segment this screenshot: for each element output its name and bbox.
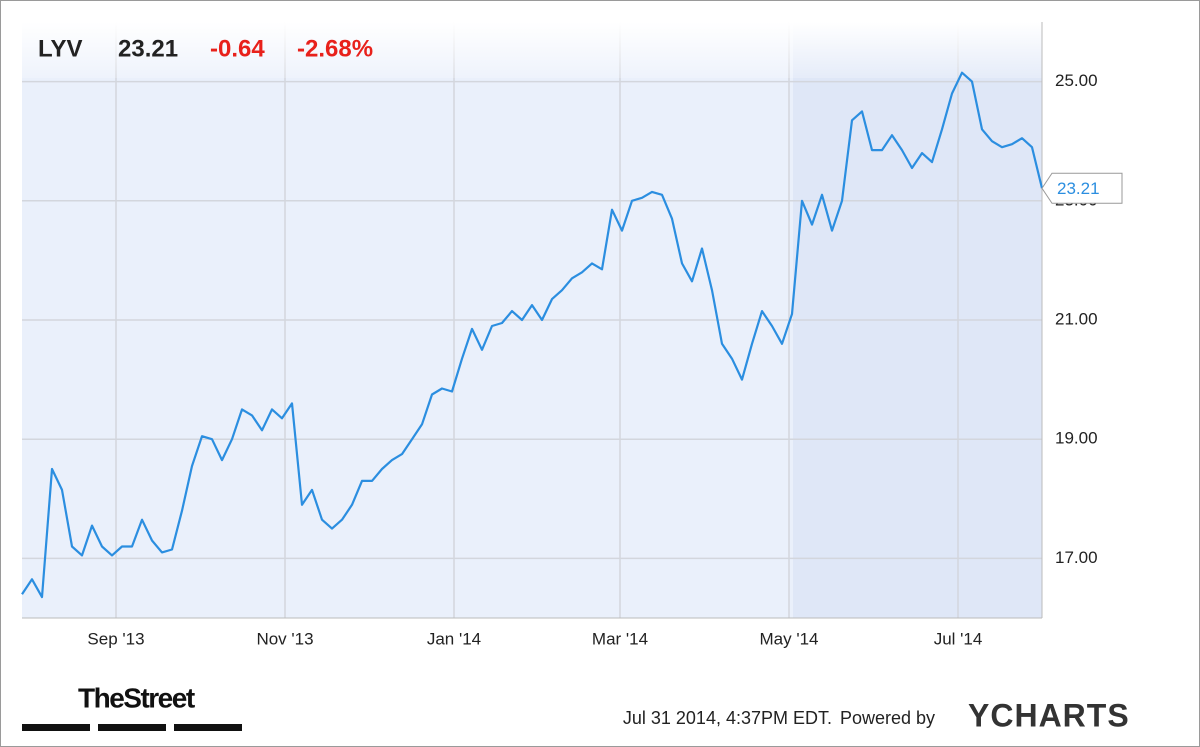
y-tick-label: 21.00 bbox=[1055, 309, 1098, 328]
price: 23.21 bbox=[118, 35, 178, 62]
x-tick-label: May '14 bbox=[760, 629, 819, 648]
provider-logo: YCHARTS bbox=[968, 697, 1130, 733]
ticker: LYV bbox=[38, 35, 82, 62]
x-tick-label: Sep '13 bbox=[87, 629, 144, 648]
change-pct: -2.68% bbox=[297, 35, 373, 62]
header-band bbox=[22, 22, 1042, 78]
y-tick-label: 19.00 bbox=[1055, 429, 1098, 448]
timestamp: Jul 31 2014, 4:37PM EDT. bbox=[623, 708, 832, 728]
x-tick-label: Jul '14 bbox=[934, 629, 983, 648]
logo-bar bbox=[174, 724, 242, 731]
change: -0.64 bbox=[210, 35, 265, 62]
logo-bar bbox=[22, 724, 90, 731]
x-tick-label: Jan '14 bbox=[427, 629, 481, 648]
y-tick-label: 25.00 bbox=[1055, 71, 1098, 90]
last-value-callout bbox=[1041, 172, 1123, 204]
last-value-label: 23.21 bbox=[1057, 179, 1100, 198]
y-tick-label: 17.00 bbox=[1055, 548, 1098, 567]
logo-bar bbox=[98, 724, 166, 731]
brand-logo: TheStreet bbox=[78, 682, 195, 713]
powered-by: Powered by bbox=[840, 708, 935, 728]
price-line bbox=[21, 71, 1044, 599]
x-tick-label: Mar '14 bbox=[592, 629, 648, 648]
x-tick-label: Nov '13 bbox=[256, 629, 313, 648]
